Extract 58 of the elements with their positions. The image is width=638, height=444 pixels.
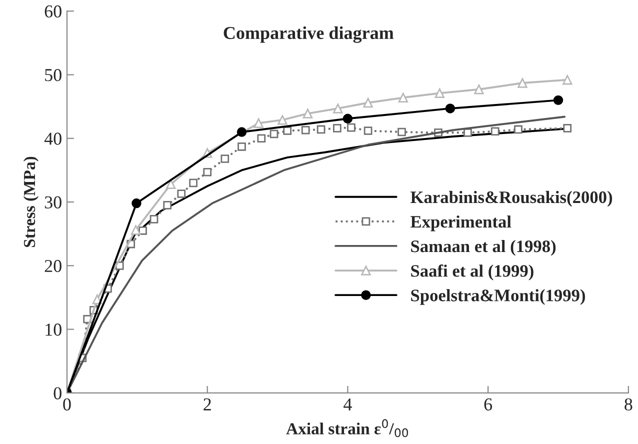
legend-label: Samaan et al (1998) — [411, 240, 556, 256]
point — [166, 179, 176, 190]
point — [238, 142, 246, 151]
point — [150, 215, 158, 224]
point — [474, 84, 484, 94]
point — [130, 225, 141, 235]
point — [132, 198, 142, 208]
point — [563, 124, 572, 132]
x-axis-title: Axial strain ε$^{0}$/$_{00}$ — [286, 419, 408, 438]
text: Comparative diagram — [224, 26, 394, 43]
point — [518, 78, 528, 88]
x-tick-label: 2 — [204, 398, 211, 410]
legend-label: Karabinis&Rousakis(2000) — [410, 190, 612, 207]
x-tick-label: 8 — [624, 398, 632, 411]
y-tick-label: 10 — [46, 324, 62, 336]
point — [347, 123, 356, 132]
point — [270, 130, 278, 138]
y-tick-label: 30 — [44, 196, 62, 208]
legend-label: Saafi et al (1999) — [411, 264, 534, 280]
point — [236, 127, 247, 137]
y-tick-label: 40 — [44, 132, 62, 145]
point — [203, 168, 212, 176]
point — [363, 98, 373, 108]
x-tick-label: 4 — [344, 398, 352, 410]
legend-label: Experimental — [410, 215, 512, 232]
point — [301, 126, 310, 134]
point — [398, 92, 408, 103]
point — [254, 118, 264, 128]
point — [562, 74, 572, 85]
y-tick-label: 20 — [44, 260, 62, 272]
point — [342, 114, 353, 124]
point — [553, 95, 564, 106]
point — [189, 178, 198, 188]
y-tick-label: 50 — [45, 68, 62, 82]
point — [333, 104, 343, 114]
point — [490, 127, 500, 136]
point — [302, 108, 313, 118]
point — [434, 88, 445, 98]
point — [464, 128, 472, 137]
x-tick-label: 0 — [63, 398, 71, 411]
point — [220, 154, 230, 163]
x-tick-label: 6 — [484, 398, 492, 411]
point — [333, 124, 342, 132]
point — [364, 126, 372, 135]
point — [257, 134, 266, 143]
y-axis-title: Stress (MPa) — [23, 156, 39, 248]
point — [283, 126, 292, 135]
legend-label: Spoelstra&Monti(1999) — [411, 289, 585, 305]
y-tick-label: 0 — [54, 387, 62, 400]
point — [163, 201, 172, 210]
point — [398, 128, 406, 136]
y-tick-label: 60 — [44, 5, 62, 18]
point — [514, 125, 522, 134]
point — [177, 190, 186, 198]
point — [445, 104, 456, 114]
point — [316, 125, 326, 134]
point — [278, 115, 288, 125]
point — [138, 226, 147, 235]
